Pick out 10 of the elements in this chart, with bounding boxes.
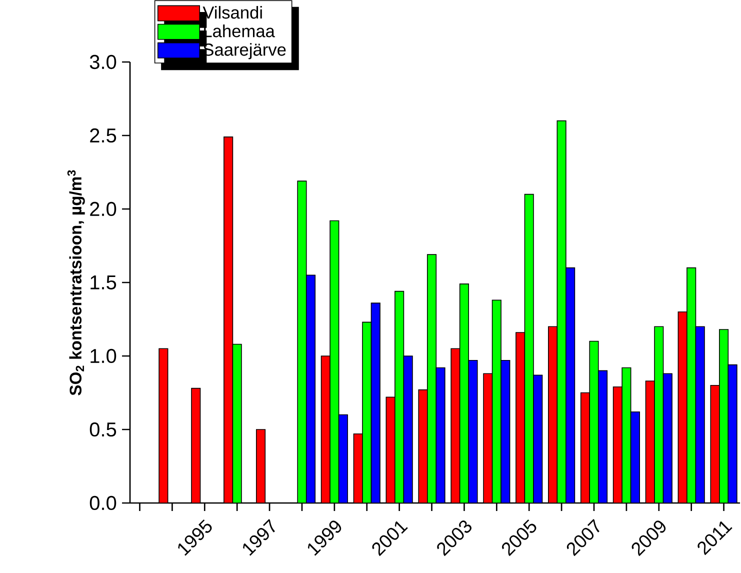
legend-label: Vilsandi xyxy=(202,6,262,19)
y-tick-label: 2.5 xyxy=(90,128,116,143)
legend-label: Saarejärve xyxy=(203,43,286,60)
y-tick-label: 2.0 xyxy=(90,202,116,216)
y-tick-label: 0.5 xyxy=(90,422,116,437)
y-tick-label: 0.0 xyxy=(90,496,116,510)
y-tick-label: 1.5 xyxy=(90,276,116,290)
y-axis-title: SO$_{2}$ kontsentratsioon, µg/m$^{3}$ xyxy=(67,170,85,396)
y-tick-label: 3.0 xyxy=(90,54,116,70)
y-tick-label: 1.0 xyxy=(90,348,116,364)
